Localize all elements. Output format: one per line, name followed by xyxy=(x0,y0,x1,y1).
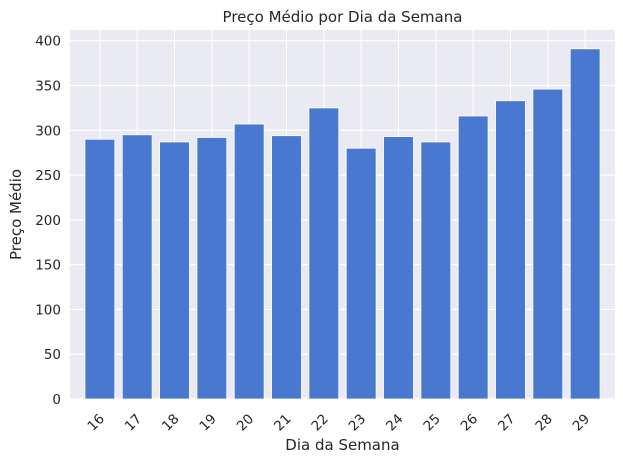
y-tick-label: 200 xyxy=(35,213,61,229)
y-tick-label: 300 xyxy=(35,123,61,139)
x-tick-labels: 16 17 18 19 20 21 22 23 24 25 26 27 28 29 xyxy=(84,411,593,434)
x-axis-label: Dia da Semana xyxy=(285,436,399,454)
x-tick-label: 29 xyxy=(570,411,593,434)
y-tick-label: 150 xyxy=(35,258,61,274)
y-tick-label: 250 xyxy=(35,168,61,184)
bar-19 xyxy=(196,137,228,400)
y-axis-label: Preço Médio xyxy=(7,169,25,260)
x-tick-label: 25 xyxy=(420,411,443,434)
y-tick-label: 400 xyxy=(35,34,61,50)
y-tick-label: 0 xyxy=(52,392,61,408)
bars xyxy=(84,48,601,400)
x-tick-label: 22 xyxy=(308,411,331,434)
y-tick-labels: 0 50 100 150 200 250 300 350 400 xyxy=(35,34,61,408)
x-tick-label: 17 xyxy=(122,411,145,434)
x-tick-label: 20 xyxy=(234,411,257,434)
bar-26 xyxy=(457,115,489,400)
bar-21 xyxy=(271,135,302,400)
chart-title: Preço Médio por Dia da Semana xyxy=(223,8,463,26)
bar-22 xyxy=(308,107,340,400)
x-tick-label: 24 xyxy=(383,411,406,434)
bar-28 xyxy=(532,88,564,400)
bar-23 xyxy=(345,147,377,400)
x-tick-label: 18 xyxy=(159,411,182,434)
x-tick-label: 26 xyxy=(458,411,481,434)
y-tick-label: 50 xyxy=(44,347,61,363)
bar-27 xyxy=(495,100,526,400)
x-tick-label: 27 xyxy=(495,411,518,434)
bar-29 xyxy=(569,48,601,400)
x-tick-label: 23 xyxy=(346,411,369,434)
y-tick-label: 100 xyxy=(35,302,61,318)
bar-17 xyxy=(121,134,153,400)
bar-18 xyxy=(159,141,190,400)
bar-20 xyxy=(233,123,265,400)
y-tick-label: 350 xyxy=(35,79,61,95)
bar-25 xyxy=(420,141,452,400)
bar-16 xyxy=(84,138,116,400)
x-tick-label: 28 xyxy=(532,411,555,434)
x-tick-label: 16 xyxy=(84,411,107,434)
x-tick-label: 21 xyxy=(271,411,294,434)
x-tick-label: 19 xyxy=(196,411,219,434)
bar-24 xyxy=(383,136,414,400)
